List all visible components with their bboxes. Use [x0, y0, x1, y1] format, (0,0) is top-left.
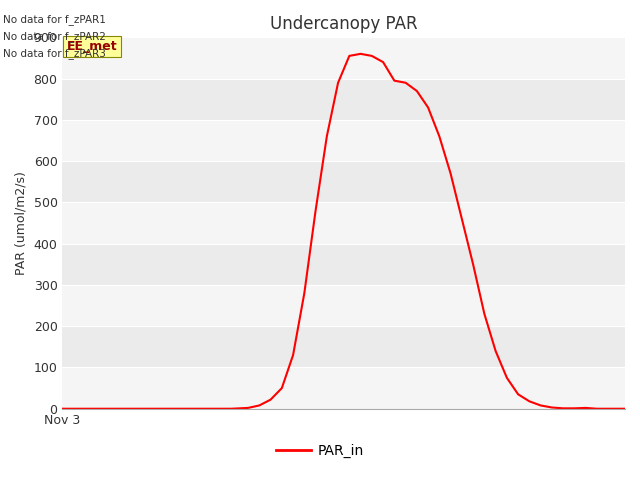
Bar [63, 285, 625, 326]
Title: Undercanopy PAR: Undercanopy PAR [270, 15, 417, 33]
Text: No data for f_zPAR1: No data for f_zPAR1 [3, 14, 106, 25]
Bar [63, 368, 625, 409]
Text: No data for f_zPAR2: No data for f_zPAR2 [3, 31, 106, 42]
Legend: PAR_in: PAR_in [271, 438, 369, 464]
Bar [63, 120, 625, 161]
Y-axis label: PAR (umol/m2/s): PAR (umol/m2/s) [15, 171, 28, 275]
Text: No data for f_zPAR3: No data for f_zPAR3 [3, 48, 106, 59]
Text: EE_met: EE_met [67, 40, 117, 53]
Bar [63, 37, 625, 79]
Bar [63, 203, 625, 244]
